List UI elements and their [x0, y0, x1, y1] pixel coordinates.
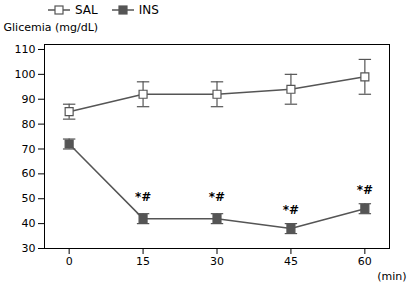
svg-text:0: 0 — [66, 255, 73, 268]
html-text:SAL: SAL — [75, 3, 98, 17]
html-text:INS: INS — [138, 3, 159, 17]
svg-text:30: 30 — [22, 242, 36, 255]
svg-text:80: 80 — [22, 118, 36, 131]
svg-text:Glicemia (mg/dL): Glicemia (mg/dL) — [4, 21, 99, 34]
svg-text:15: 15 — [136, 255, 150, 268]
svg-text:*#: *# — [209, 190, 225, 204]
svg-text:110: 110 — [15, 43, 36, 56]
svg-text:30: 30 — [210, 255, 224, 268]
svg-text:(min): (min) — [377, 270, 406, 283]
svg-text:70: 70 — [22, 143, 36, 156]
svg-text:50: 50 — [22, 192, 36, 205]
svg-text:60: 60 — [22, 167, 36, 180]
svg-text:60: 60 — [358, 255, 372, 268]
svg-text:90: 90 — [22, 93, 36, 106]
svg-text:40: 40 — [22, 217, 36, 230]
svg-text:*#: *# — [283, 203, 299, 217]
svg-text:100: 100 — [15, 68, 36, 81]
svg-text:45: 45 — [284, 255, 298, 268]
svg-text:*#: *# — [357, 183, 373, 197]
svg-text:*#: *# — [135, 190, 151, 204]
